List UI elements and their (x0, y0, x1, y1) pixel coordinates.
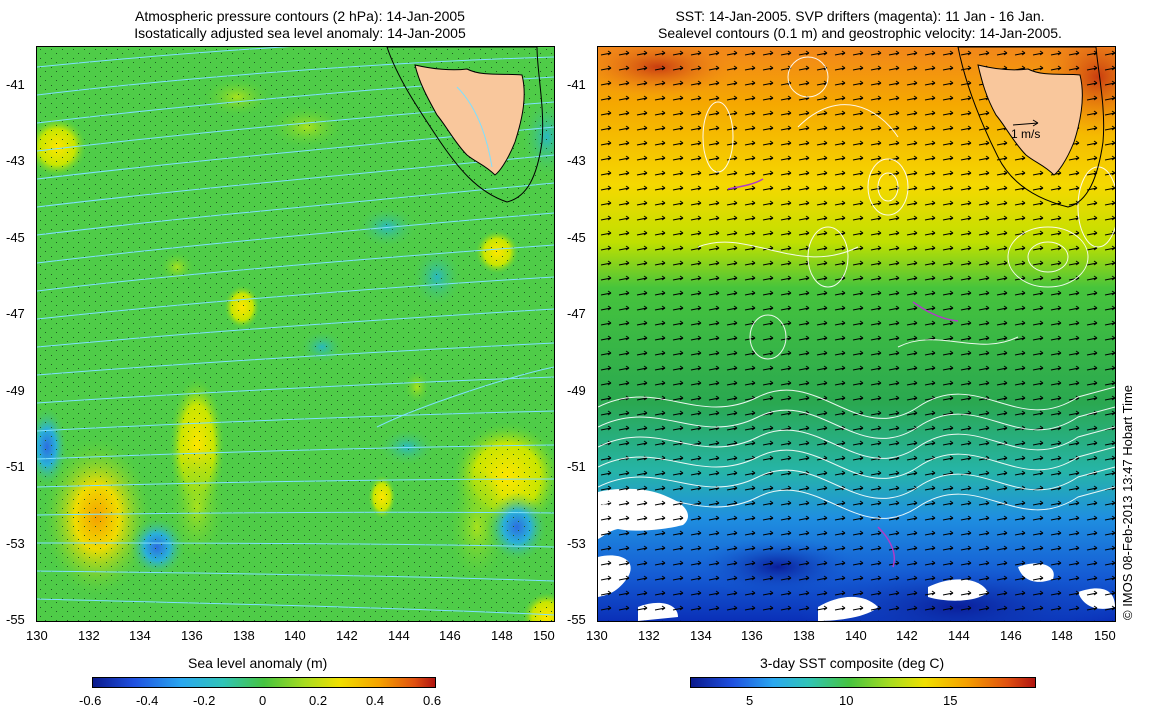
left-colorbar-tick: -0.6 (79, 693, 102, 708)
svp-drifter-tracks (727, 178, 959, 568)
imos-credit: © IMOS 08-Feb-2013 13:47 Hobart Time (1120, 384, 1135, 620)
right-y-tick: -47 (567, 306, 586, 321)
left-y-tick: -49 (6, 383, 25, 398)
left-y-tick: -51 (6, 459, 25, 474)
right-x-tick: 148 (1051, 628, 1073, 643)
right-x-tick: 144 (948, 628, 970, 643)
left-title-line1: Atmospheric pressure contours (2 hPa): 1… (135, 8, 465, 24)
left-y-tick: -41 (6, 77, 25, 92)
velocity-scale-label: 1 m/s (1011, 127, 1041, 141)
left-x-tick: 146 (439, 628, 461, 643)
left-x-tick: 138 (233, 628, 255, 643)
right-x-tick: 130 (586, 628, 608, 643)
left-y-tick: -55 (6, 612, 25, 627)
sea-level-contours (598, 56, 1115, 519)
sea-level-colorbar (92, 677, 436, 688)
left-x-tick: 132 (78, 628, 100, 643)
right-x-tick: 134 (690, 628, 712, 643)
right-colorbar-tick: 10 (839, 693, 854, 708)
left-x-tick: 134 (129, 628, 151, 643)
sea-level-anomaly-map (36, 46, 555, 622)
left-colorbar-tick: 0.6 (423, 693, 442, 708)
right-x-tick: 150 (1094, 628, 1116, 643)
right-title-line1: SST: 14-Jan-2005. SVP drifters (magenta)… (675, 8, 1045, 24)
left-colorbar-title: Sea level anomaly (m) (188, 655, 328, 671)
tasmania-landmass (957, 47, 1105, 208)
left-colorbar-tick: 0 (259, 693, 267, 708)
right-y-tick: -45 (567, 230, 586, 245)
left-y-tick: -53 (6, 536, 25, 551)
left-colorbar-tick: 0.4 (366, 693, 385, 708)
right-colorbar-tick: 5 (746, 693, 754, 708)
velocity-scale-arrow (1012, 119, 1039, 127)
left-x-tick: 130 (26, 628, 48, 643)
sea-level-anomaly-field (37, 47, 554, 621)
right-x-tick: 146 (1000, 628, 1022, 643)
right-map-title: SST: 14-Jan-2005. SVP drifters (magenta)… (590, 8, 1130, 42)
right-x-tick: 140 (845, 628, 867, 643)
left-y-tick: -43 (6, 153, 25, 168)
left-x-tick: 144 (388, 628, 410, 643)
right-colorbar-tick: 15 (943, 693, 958, 708)
sst-field (598, 47, 1115, 621)
right-x-tick: 138 (793, 628, 815, 643)
left-x-tick: 142 (336, 628, 358, 643)
right-y-tick: -41 (567, 77, 586, 92)
right-x-tick: 142 (896, 628, 918, 643)
tasmania-landmass (386, 47, 544, 203)
right-colorbar-title: 3-day SST composite (deg C) (760, 655, 945, 671)
right-x-tick: 136 (741, 628, 763, 643)
right-x-tick: 132 (638, 628, 660, 643)
left-y-tick: -47 (6, 306, 25, 321)
right-y-tick: -51 (567, 459, 586, 474)
right-y-tick: -55 (567, 612, 586, 627)
left-colorbar-tick: -0.2 (193, 693, 216, 708)
right-title-line2: Sealevel contours (0.1 m) and geostrophi… (658, 25, 1062, 41)
left-title-line2: Isostatically adjusted sea level anomaly… (134, 25, 466, 41)
left-x-tick: 148 (491, 628, 513, 643)
left-x-tick: 140 (284, 628, 306, 643)
left-map-title: Atmospheric pressure contours (2 hPa): 1… (60, 8, 540, 42)
right-y-tick: -53 (567, 536, 586, 551)
left-colorbar-tick: -0.4 (136, 693, 159, 708)
left-colorbar-tick: 0.2 (309, 693, 328, 708)
left-x-tick: 150 (533, 628, 555, 643)
right-y-tick: -43 (567, 153, 586, 168)
sst-map: 1 m/s (597, 46, 1116, 622)
left-x-tick: 136 (181, 628, 203, 643)
sst-colorbar (690, 677, 1036, 688)
left-y-tick: -45 (6, 230, 25, 245)
right-y-tick: -49 (567, 383, 586, 398)
